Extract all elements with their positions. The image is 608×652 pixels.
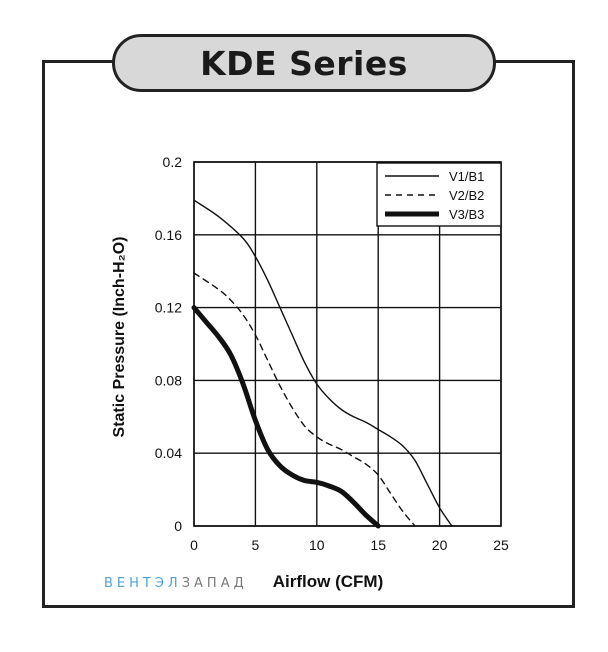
x-tick-label: 10: [309, 537, 325, 553]
x-tick-label: 25: [493, 537, 509, 553]
series-line-v2-b2: [193, 272, 416, 527]
x-tick-label: 15: [370, 537, 386, 553]
y-tick-label: 0.2: [163, 154, 183, 170]
y-tick-label: 0.12: [155, 300, 182, 316]
legend-label: V2/B2: [449, 188, 484, 203]
watermark: ВЕНТЭЛЗАПАД: [104, 576, 248, 591]
y-axis-label: Static Pressure (Inch-H₂O): [111, 237, 128, 438]
x-tick-label: 20: [432, 537, 448, 553]
y-tick-label: 0.16: [155, 227, 182, 243]
x-tick-label: 0: [190, 537, 198, 553]
curves: [191, 199, 453, 529]
legend-label: V3/B3: [449, 207, 484, 222]
watermark-part2: ЗАПАД: [181, 576, 248, 591]
x-axis-label: Airflow (CFM): [273, 572, 383, 591]
y-tick-label: 0: [174, 518, 182, 534]
x-tick-label: 5: [252, 537, 260, 553]
series-line-v3-b3: [191, 305, 381, 529]
legend-label: V1/B1: [449, 169, 484, 184]
plot-border: [193, 161, 502, 527]
y-tick-label: 0.08: [155, 372, 182, 388]
chart-title: KDE Series: [200, 43, 408, 83]
title-banner: KDE Series: [112, 34, 496, 92]
plot-area-border: [193, 161, 502, 527]
legend: V1/B1 V2/B2 V3/B3: [376, 162, 502, 227]
y-tick-label: 0.04: [155, 445, 182, 461]
watermark-part1: ВЕНТЭЛ: [104, 576, 182, 591]
tick-labels: 0 5 10 15 20 25 0 0.04 0.08 0.12 0.16 0.2: [155, 154, 509, 553]
series-line-v1-b1: [193, 199, 453, 527]
